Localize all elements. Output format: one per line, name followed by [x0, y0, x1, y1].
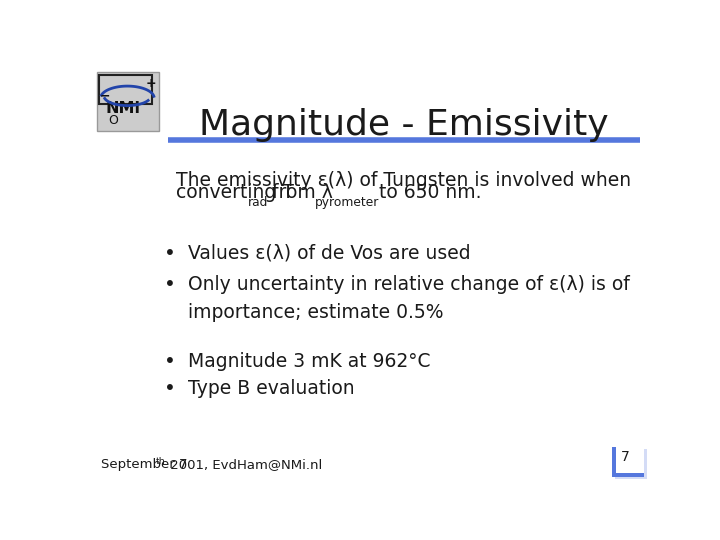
- Text: September 7: September 7: [101, 458, 188, 471]
- Bar: [96, 72, 159, 131]
- Text: Values ε(λ) of de Vos are used: Values ε(λ) of de Vos are used: [188, 244, 470, 262]
- Text: converting T: converting T: [176, 183, 294, 202]
- Text: from λ: from λ: [266, 183, 333, 202]
- Bar: [616, 447, 644, 473]
- Text: •: •: [164, 352, 176, 370]
- Text: •: •: [164, 275, 176, 294]
- Text: O: O: [108, 114, 118, 127]
- Bar: [612, 447, 644, 477]
- Text: •: •: [164, 379, 176, 398]
- Text: −: −: [99, 90, 110, 103]
- Text: pyrometer: pyrometer: [315, 196, 379, 209]
- Bar: [615, 449, 647, 480]
- Text: Only uncertainty in relative change of ε(λ) is of: Only uncertainty in relative change of ε…: [188, 275, 629, 294]
- Text: importance; estimate 0.5%: importance; estimate 0.5%: [188, 303, 443, 322]
- Text: Magnitude 3 mK at 962°C: Magnitude 3 mK at 962°C: [188, 352, 430, 370]
- Text: th: th: [156, 457, 166, 467]
- Bar: [99, 75, 152, 104]
- Text: 7: 7: [621, 450, 630, 464]
- Text: •: •: [164, 244, 176, 262]
- Text: NMi: NMi: [105, 100, 140, 116]
- Text: 2001, EvdHam@NMi.nl: 2001, EvdHam@NMi.nl: [166, 458, 322, 471]
- Text: Magnitude - Emissivity: Magnitude - Emissivity: [199, 109, 608, 143]
- Text: +: +: [145, 77, 156, 90]
- Text: Type B evaluation: Type B evaluation: [188, 379, 354, 398]
- Text: The emissivity ε(λ) of Tungsten is involved when: The emissivity ε(λ) of Tungsten is invol…: [176, 171, 631, 190]
- Text: rad: rad: [248, 196, 269, 209]
- Text: to 650 nm.: to 650 nm.: [373, 183, 482, 202]
